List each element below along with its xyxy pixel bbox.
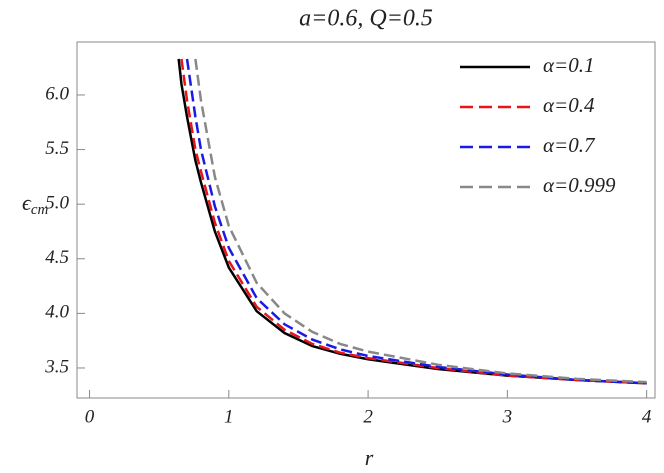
y-tick-label: 5.5 (45, 138, 69, 159)
series-line (185, 58, 647, 385)
legend-label: α=0.999 (543, 173, 616, 197)
plot-frame (76, 41, 656, 399)
legend-label: α=0.7 (543, 133, 596, 157)
x-tick-label: 3 (502, 406, 513, 427)
chart-title: a=0.6, Q=0.5 (299, 6, 433, 32)
x-tick-label: 0 (85, 406, 95, 427)
curves (177, 58, 647, 385)
y-tick-label: 5.0 (45, 193, 69, 214)
y-tick-label: 6.0 (45, 83, 69, 104)
y-tick-label: 4.5 (45, 247, 69, 268)
legend-label: α=0.4 (543, 93, 595, 117)
y-axis-subscript: cm (31, 202, 49, 218)
y-axis-symbol: ϵ (22, 190, 32, 215)
series-line (177, 58, 647, 385)
x-axis-label: r (365, 445, 374, 470)
y-tick-label: 3.5 (44, 356, 69, 377)
legend-label: α=0.1 (543, 53, 594, 77)
x-tick-label: 1 (224, 406, 234, 427)
y-tick-label: 4.0 (45, 302, 69, 323)
x-tick-label: 4 (642, 406, 652, 427)
x-tick-label: 2 (363, 406, 373, 427)
y-axis-label: ϵcm (22, 190, 49, 218)
series-line (194, 58, 647, 384)
